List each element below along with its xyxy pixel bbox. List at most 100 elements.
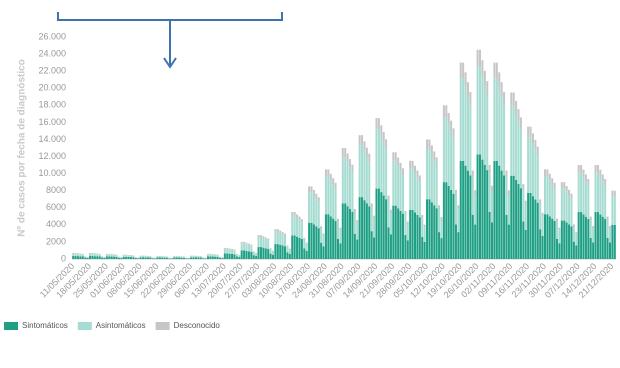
bar-segment	[303, 237, 306, 240]
bar-segment	[284, 246, 287, 259]
bar-segment	[385, 139, 388, 149]
bar-segment	[411, 168, 414, 210]
bar-segment	[125, 255, 128, 257]
bar-segment	[192, 257, 195, 259]
bar-segment	[334, 182, 337, 189]
bar-segment	[377, 118, 380, 130]
bar-segment	[481, 76, 484, 160]
bar-segment	[141, 257, 145, 259]
bar-segment	[361, 135, 364, 146]
bar-segment	[495, 78, 498, 161]
bar-segment	[247, 244, 250, 252]
y-tick-label: 20.000	[38, 83, 66, 93]
bar-segment	[539, 199, 542, 205]
bar-segment	[380, 135, 383, 193]
bar-segment	[570, 193, 573, 199]
bar-segment	[158, 256, 161, 258]
bar-segment	[515, 179, 518, 259]
bar-segment	[178, 257, 181, 259]
bar-segment	[293, 215, 296, 236]
bar-segment	[399, 170, 402, 211]
bar-segment	[433, 205, 436, 259]
bar-segment	[305, 242, 308, 244]
bar-segment	[457, 209, 460, 233]
bar-segment	[320, 226, 323, 229]
bar-segment	[346, 153, 349, 162]
y-tick-label: 14.000	[38, 134, 66, 144]
bar-segment	[233, 254, 236, 259]
bar-segment	[113, 254, 116, 257]
bar-segment	[606, 216, 609, 221]
bar-segment	[110, 254, 113, 257]
bar-segment	[308, 222, 311, 259]
bar-segment	[223, 248, 226, 254]
bar-segment	[190, 255, 193, 258]
bar-segment	[416, 177, 419, 215]
bar-segment	[216, 254, 219, 257]
bar-segment	[231, 248, 234, 250]
bar-segment	[543, 169, 547, 177]
bar-segment	[117, 257, 120, 259]
bar-segment	[589, 237, 592, 259]
bar-segment	[392, 160, 395, 206]
bar-segment	[435, 208, 438, 259]
bar-segment	[137, 257, 140, 259]
bar-segment	[529, 192, 532, 259]
bar-segment	[515, 113, 518, 180]
bar-segment	[464, 72, 467, 88]
bar-segment	[235, 254, 238, 257]
bar-segment	[257, 236, 260, 248]
bar-segment	[584, 216, 587, 259]
bar-segment	[488, 172, 491, 212]
bar-segment	[515, 100, 518, 114]
bar-segment	[334, 188, 337, 221]
bar-segment	[286, 245, 289, 247]
bar-segment	[380, 192, 383, 259]
bar-segment	[577, 212, 580, 259]
bar-segment	[570, 226, 573, 259]
bar-segment	[259, 236, 262, 248]
y-tick-label: 12.000	[38, 151, 66, 161]
bar-segment	[459, 78, 462, 161]
bar-segment	[286, 246, 289, 253]
bar-segment	[206, 256, 210, 259]
bar-segment	[199, 256, 202, 258]
bar-segment	[243, 250, 246, 259]
bar-segment	[421, 218, 424, 237]
bar-segment	[474, 190, 477, 196]
bar-segment	[498, 72, 501, 88]
bar-segment	[548, 173, 551, 181]
bar-segment	[389, 209, 392, 214]
bar-segment	[204, 258, 207, 259]
bar-segment	[202, 258, 205, 259]
bar-segment	[105, 256, 108, 259]
bar-segment	[329, 173, 332, 181]
y-tick-label: 26.000	[38, 31, 66, 41]
bar-segment	[257, 247, 260, 259]
bar-segment	[276, 244, 279, 259]
bar-segment	[524, 200, 527, 206]
bar-segment	[264, 239, 267, 249]
bar-segment	[264, 248, 267, 259]
bar-segment	[510, 105, 513, 176]
bar-segment	[296, 236, 299, 259]
bar-segment	[86, 257, 89, 259]
bar-segment	[413, 212, 417, 259]
bar-segment	[370, 231, 373, 259]
bar-segment	[413, 165, 417, 174]
bar-segment	[512, 105, 515, 176]
bar-segment	[120, 257, 123, 259]
bar-segment	[589, 220, 592, 238]
bar-segment	[252, 251, 255, 256]
bar-segment	[293, 212, 296, 216]
bar-segment	[409, 160, 412, 169]
bar-segment	[72, 256, 75, 259]
bar-segment	[332, 184, 335, 219]
bar-segment	[317, 228, 320, 259]
bar-segment	[592, 228, 595, 243]
bar-segment	[394, 152, 397, 161]
bar-segment	[548, 216, 551, 259]
bar-segment	[363, 141, 366, 151]
bar-segment	[553, 188, 556, 221]
bar-segment	[226, 247, 229, 249]
